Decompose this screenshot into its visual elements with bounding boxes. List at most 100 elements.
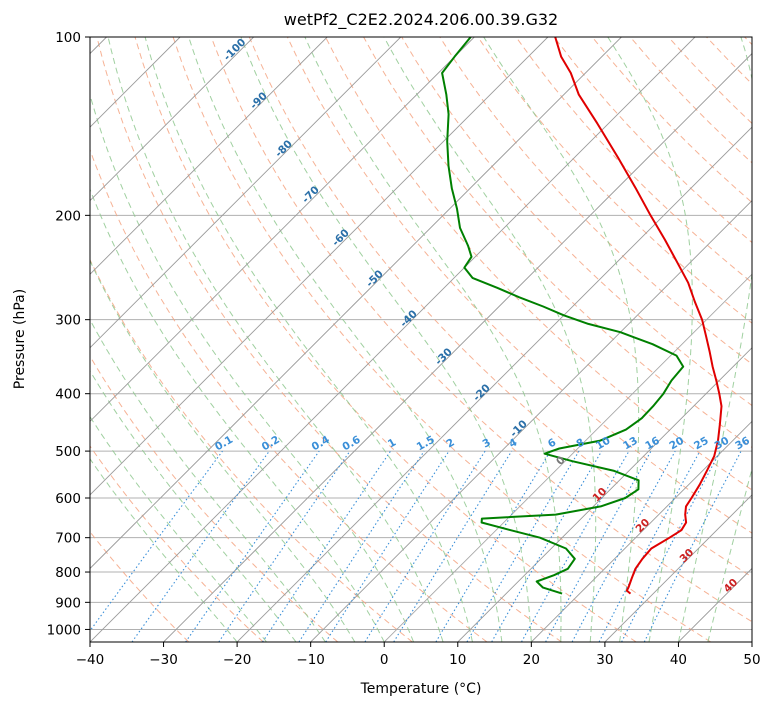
isotherm-label: -90 xyxy=(248,90,270,112)
mixing-ratio-line xyxy=(131,450,270,642)
y-tick-label: 200 xyxy=(55,208,81,224)
dewpoint-profile xyxy=(441,37,685,595)
isotherm-line xyxy=(751,641,752,642)
isotherm-label: -30 xyxy=(433,346,455,368)
isotherm-line xyxy=(310,200,752,642)
isotherm-line xyxy=(457,347,752,642)
dry-adiabat xyxy=(90,531,190,642)
mixing-ratio-labels: 0.1 0.2 0.4 0.6 1 1.5 2 3 4 6 8 10 13 16 20 25 30 36 xyxy=(213,434,752,454)
dry-adiabat xyxy=(90,445,264,642)
y-tick-label: 400 xyxy=(55,387,81,403)
x-tick-label: 50 xyxy=(743,652,760,668)
isotherm-label: -40 xyxy=(398,308,420,330)
mixing-ratio-label: 0.1 xyxy=(213,434,235,454)
mixing-ratio-line xyxy=(185,450,320,642)
plot-frame xyxy=(89,36,753,643)
moist-adiabat xyxy=(107,37,444,642)
moist-adiabat xyxy=(90,188,385,642)
moist-adiabat xyxy=(677,37,752,642)
mixing-ratio-label: 25 xyxy=(692,435,711,453)
y-tick-label: 900 xyxy=(55,595,81,611)
isotherm-line xyxy=(90,37,402,349)
isotherm-line xyxy=(604,494,752,642)
isotherm-label: 40 xyxy=(721,576,740,595)
dry-adiabat xyxy=(744,37,752,46)
mixing-ratio-label: 2 xyxy=(444,436,456,450)
isotherm-label: -20 xyxy=(471,382,493,404)
isotherm-line xyxy=(236,126,752,642)
y-tick-label: 300 xyxy=(55,313,81,329)
dry-adiabat xyxy=(515,37,752,284)
mixing-ratio-line xyxy=(298,450,425,642)
mixing-ratio-label: 3 xyxy=(480,436,492,450)
dry-adiabat xyxy=(90,355,339,642)
mixing-ratio-line xyxy=(571,450,676,642)
mixing-ratio-label: 1 xyxy=(386,436,398,450)
y-axis-label: Pressure (hPa) xyxy=(12,289,28,389)
dry-adiabat xyxy=(325,37,752,491)
moist-adiabat xyxy=(90,259,356,642)
moist-adiabat xyxy=(90,318,326,642)
x-tick-label: −20 xyxy=(223,652,252,668)
x-tick-label: 20 xyxy=(523,652,540,668)
mixing-ratio-label: 13 xyxy=(621,435,640,453)
mixing-ratio-line xyxy=(218,450,351,642)
chart-title: wetPf2_C2E2.2024.206.00.39.G32 xyxy=(284,10,558,30)
x-tick-label: 0 xyxy=(380,652,389,668)
isotherm-label: -70 xyxy=(300,184,322,206)
isotherm-line xyxy=(163,52,752,642)
isotherm-line xyxy=(90,37,622,570)
isotherm-line xyxy=(383,273,752,642)
mixing-ratio-label: 0.6 xyxy=(340,434,362,454)
y-tick-label: 800 xyxy=(55,565,81,581)
isotherm-label: 0 xyxy=(554,454,568,468)
moist-adiabat xyxy=(240,37,532,642)
mixing-ratio-line xyxy=(364,450,486,642)
moist-adiabat xyxy=(304,37,562,642)
x-tick-label: 40 xyxy=(670,652,687,668)
moist-adiabats xyxy=(90,37,752,642)
dry-adiabat xyxy=(172,37,712,642)
mixing-ratio-line xyxy=(545,450,652,642)
x-axis-ticks: −40 −30 −20 −10 0 10 20 30 40 50 xyxy=(76,642,761,668)
mixing-ratio-lines xyxy=(90,450,742,642)
dry-adiabat xyxy=(96,37,562,642)
mixing-ratio-label: 16 xyxy=(643,435,662,453)
dry-adiabat xyxy=(134,37,637,642)
sounding-profiles xyxy=(441,37,723,595)
y-tick-label: 500 xyxy=(55,444,81,460)
dry-adiabat xyxy=(90,148,488,642)
isotherm-line xyxy=(678,567,752,642)
y-axis-ticks: 100 200 300 400 500 600 700 800 900 1000 xyxy=(47,30,90,638)
x-tick-label: −40 xyxy=(76,652,105,668)
y-tick-label: 100 xyxy=(55,30,81,46)
moist-adiabat xyxy=(607,37,693,642)
isotherm-label: -80 xyxy=(273,138,295,160)
mixing-ratio-line xyxy=(325,450,450,642)
y-tick-label: 1000 xyxy=(47,622,81,638)
isotherm-line xyxy=(90,37,254,202)
moist-adiabat xyxy=(90,369,297,642)
dry-adiabat xyxy=(706,37,752,85)
isotherm-label: -60 xyxy=(330,227,352,249)
isotherm-label: -10 xyxy=(508,418,530,440)
moist-adiabat xyxy=(90,415,267,642)
mixing-ratio-line xyxy=(598,450,701,642)
dry-adiabat xyxy=(90,258,413,642)
y-tick-label: 600 xyxy=(55,491,81,507)
dry-adiabat xyxy=(210,37,752,623)
isotherm-line xyxy=(90,37,696,642)
mixing-ratio-label: 6 xyxy=(546,436,558,450)
dry-adiabats xyxy=(90,37,752,642)
mixing-ratio-label: 0.2 xyxy=(260,434,282,454)
mixing-ratio-label: 1.5 xyxy=(415,434,437,454)
isotherm-label: 30 xyxy=(677,546,696,565)
x-tick-label: −10 xyxy=(296,652,325,668)
isotherm-label: -50 xyxy=(364,268,386,290)
dry-adiabat xyxy=(248,37,752,578)
temperature-profile xyxy=(554,37,723,595)
mixing-ratio-line xyxy=(521,450,630,642)
mixing-ratio-label: 20 xyxy=(667,435,686,453)
moist-adiabat xyxy=(144,37,473,642)
